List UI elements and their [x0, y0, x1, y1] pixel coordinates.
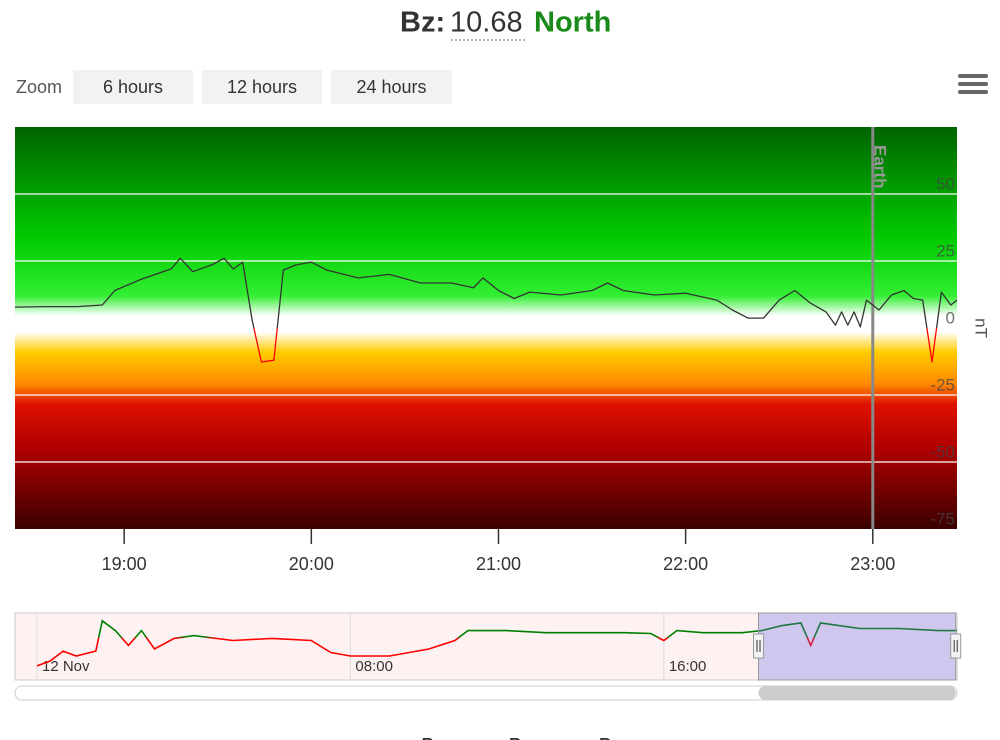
- navigator-line: [36, 619, 957, 667]
- zoom-label: Zoom: [16, 77, 62, 97]
- zoom-button-bg: [73, 70, 193, 104]
- menu-bar: [958, 74, 988, 78]
- zoom-button-bg: [202, 70, 322, 104]
- legend-item[interactable]: By: [599, 734, 621, 740]
- y-axis-title: nT: [972, 318, 991, 338]
- x-tick-label: 20:00: [289, 554, 334, 574]
- y-tick-label: 25: [936, 241, 955, 260]
- zoom-button[interactable]: 6 hours: [73, 70, 193, 104]
- y-tick-label: 0: [946, 308, 955, 327]
- navigator-tick-label: 08:00: [355, 658, 393, 675]
- menu-bar: [958, 90, 988, 94]
- navigator-mask: [758, 612, 957, 681]
- zoom-button-label: 12 hours: [227, 77, 297, 97]
- y-tick-label: -25: [930, 375, 955, 394]
- navigator-tick-label: 12 Nov: [42, 658, 90, 675]
- plot-line-label: Earth: [870, 145, 889, 188]
- handle-body: [753, 633, 765, 659]
- bz-line: [14, 257, 958, 363]
- zoom-button[interactable]: 12 hours: [202, 70, 322, 104]
- menu-bar: [958, 82, 988, 86]
- x-tick-label: 19:00: [102, 554, 147, 574]
- scrollbar-track[interactable]: [14, 685, 958, 701]
- legend-item[interactable]: Bz: [422, 734, 443, 740]
- menu-button[interactable]: [958, 74, 988, 94]
- legend-item[interactable]: Bx: [509, 734, 531, 740]
- navigator-handle[interactable]: [950, 633, 962, 659]
- navigator-background: [14, 612, 958, 681]
- title-prefix: Bz:: [400, 7, 445, 39]
- zoom-button-label: 6 hours: [103, 77, 163, 97]
- x-tick-label: 21:00: [476, 554, 521, 574]
- x-tick-label: 23:00: [850, 554, 895, 574]
- navigator-handle[interactable]: [753, 633, 765, 659]
- zoom-button-label: 24 hours: [356, 77, 426, 97]
- title-direction: North: [534, 7, 611, 39]
- navigator-tick-label: 16:00: [669, 658, 707, 675]
- zoom-button-bg: [331, 70, 452, 104]
- x-tick-label: 22:00: [663, 554, 708, 574]
- y-tick-label: -50: [930, 442, 955, 461]
- scrollbar-thumb[interactable]: [758, 686, 956, 700]
- y-tick-label: 50: [936, 174, 955, 193]
- y-tick-label: -75: [930, 509, 955, 528]
- handle-body: [950, 633, 962, 659]
- title-value: 10.68: [450, 7, 523, 39]
- zoom-button[interactable]: 24 hours: [331, 70, 452, 104]
